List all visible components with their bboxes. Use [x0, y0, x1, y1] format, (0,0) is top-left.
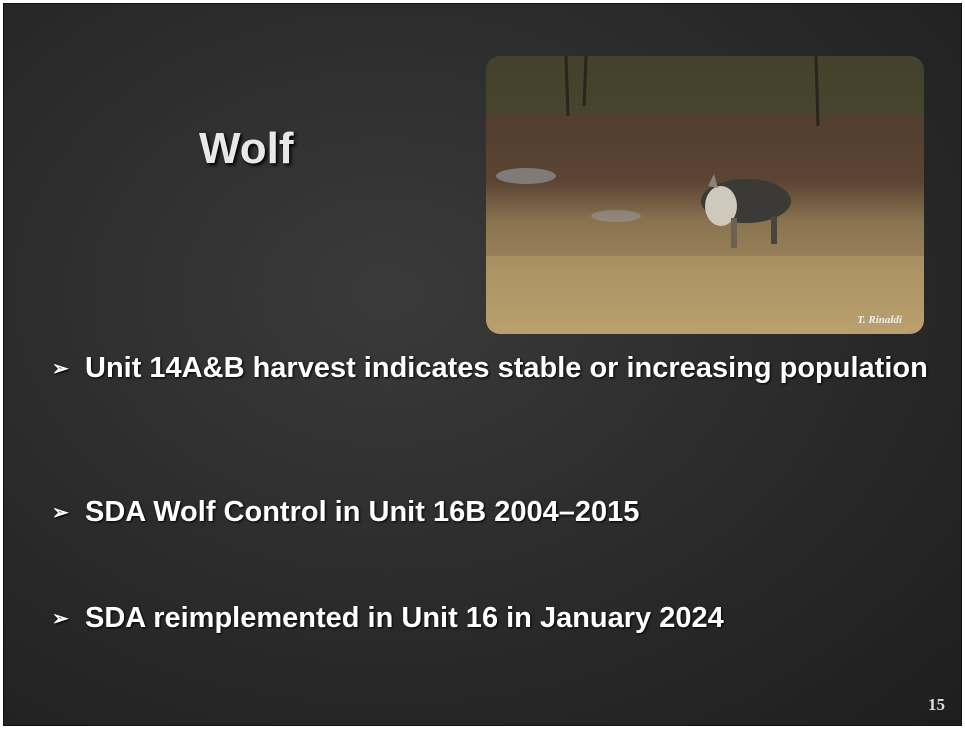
photo-credit: T. Rinaldi: [857, 314, 902, 326]
slide-title: Wolf: [199, 124, 294, 173]
bullet-text: SDA Wolf Control in Unit 16B 2004–2015: [85, 496, 640, 528]
bullet-marker: ➢: [52, 608, 69, 630]
bullet-item: ➢ SDA Wolf Control in Unit 16B 2004–2015: [52, 494, 932, 530]
bullet-text: Unit 14A&B harvest indicates stable or i…: [85, 352, 928, 384]
bullet-item: ➢ Unit 14A&B harvest indicates stable or …: [52, 350, 932, 386]
slide: Wolf T. Rinaldi ➢ Unit 14A&B harvest indi…: [3, 3, 962, 726]
wolf-photo: T. Rinaldi: [486, 56, 924, 334]
bullet-text: SDA reimplemented in Unit 16 in January …: [85, 602, 724, 634]
bullet-item: ➢ SDA reimplemented in Unit 16 in January…: [52, 600, 932, 636]
bullet-marker: ➢: [52, 358, 69, 380]
page-number: 15: [928, 695, 945, 714]
bullet-marker: ➢: [52, 502, 69, 524]
photo-illustration: [486, 56, 924, 334]
